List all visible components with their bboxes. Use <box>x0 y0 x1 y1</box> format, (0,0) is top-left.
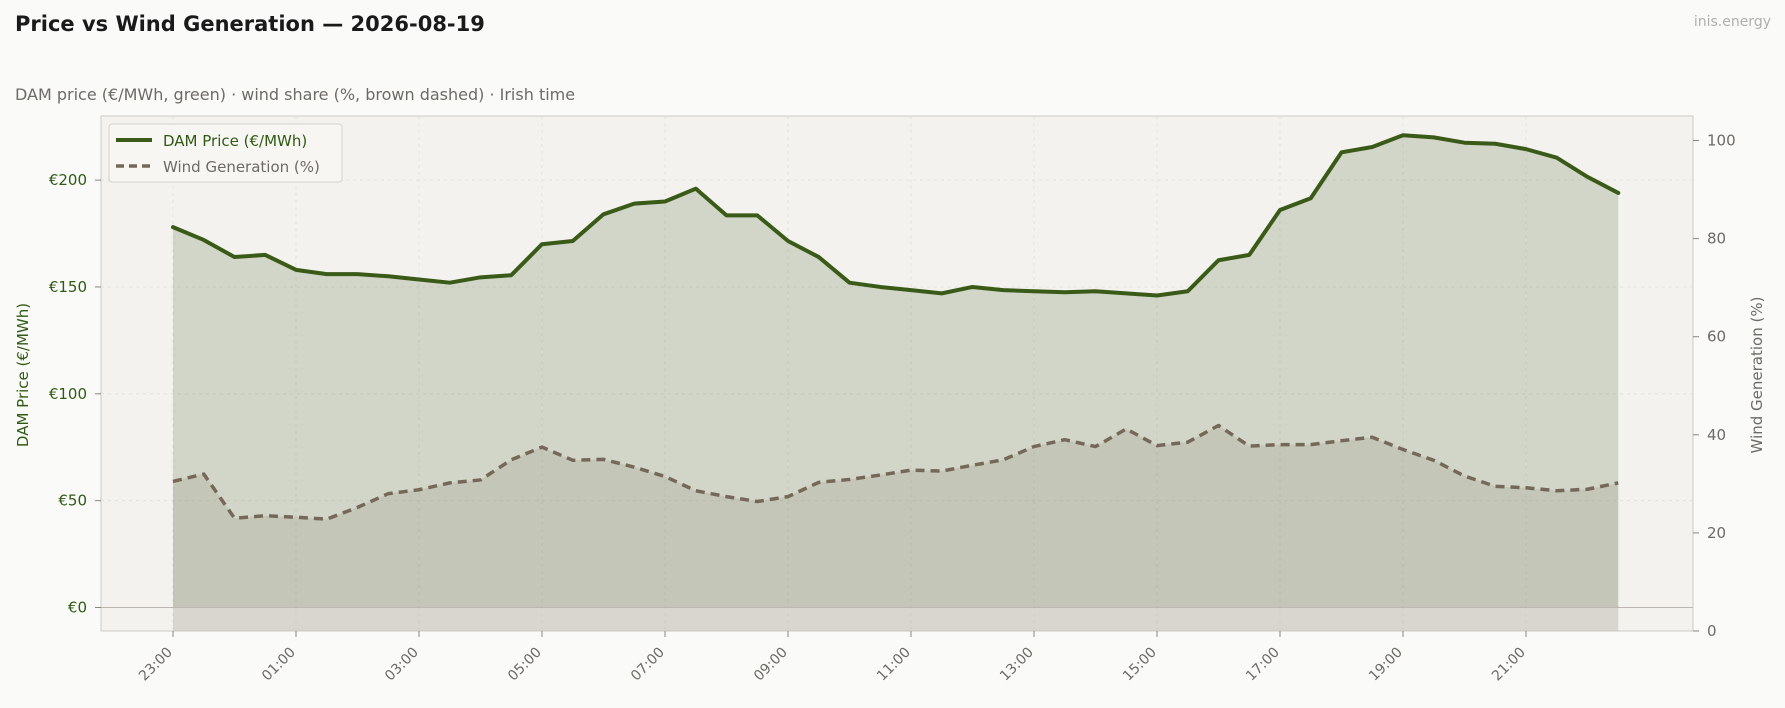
legend-wind-label: Wind Generation (%) <box>163 158 320 176</box>
y-tick-label-right: 100 <box>1707 132 1736 150</box>
y-tick-label: €100 <box>49 385 87 403</box>
x-tick-label: 15:00 <box>1120 645 1160 685</box>
y-tick-label-right: 20 <box>1707 524 1726 542</box>
y-tick-label-right: 80 <box>1707 230 1726 248</box>
y-tick-label: €150 <box>49 278 87 296</box>
y-tick-label-right: 0 <box>1707 622 1717 640</box>
x-tick-label: 11:00 <box>874 645 914 685</box>
y-tick-label-right: 40 <box>1707 426 1726 444</box>
x-tick-label: 23:00 <box>136 645 176 685</box>
price-line <box>171 133 1621 298</box>
x-tick-label: 21:00 <box>1489 645 1529 685</box>
plot-area <box>100 115 1694 632</box>
legend-price-label: DAM Price (€/MWh) <box>163 132 307 150</box>
wind-area <box>173 425 1619 631</box>
x-axis: 23:00 01:00 03:00 05:00 07:00 09:00 11:00 13:00… <box>136 631 1529 684</box>
y-axis-left: €0 €50 €100 €150 €200 <box>49 171 101 616</box>
x-tick-label: 05:00 <box>505 645 545 685</box>
x-tick-label: 07:00 <box>628 645 668 685</box>
chart-subtitle: DAM price (€/MWh, green) · wind share (%… <box>15 85 576 104</box>
x-tick-label: 01:00 <box>259 645 299 685</box>
y-tick-label: €200 <box>49 171 87 189</box>
legend-box <box>108 123 343 183</box>
y-axis-label-right: Wind Generation (%) <box>1748 297 1766 454</box>
x-tick-label: 13:00 <box>997 645 1037 685</box>
y-tick-label: €0 <box>68 598 87 616</box>
below-zero-band <box>173 607 1619 631</box>
x-tick-label: 09:00 <box>751 645 791 685</box>
chart-title: Price vs Wind Generation — 2026-08-19 <box>15 12 485 36</box>
wind-line <box>172 423 1619 521</box>
x-tick-label: 17:00 <box>1243 645 1283 685</box>
x-tick-label: 03:00 <box>382 645 422 685</box>
area-fills <box>101 135 1693 631</box>
y-axis-right: 0 20 40 60 80 100 <box>1693 132 1736 640</box>
y-axis-label-left: DAM Price (€/MWh) <box>14 303 32 447</box>
x-tick-label: 19:00 <box>1366 645 1406 685</box>
y-tick-label-right: 60 <box>1707 328 1726 346</box>
y-tick-label: €50 <box>58 492 87 510</box>
brand-label: inis.energy <box>1693 14 1771 30</box>
series-lines <box>171 133 1621 521</box>
legend: DAM Price (€/MWh) Wind Generation (%) <box>108 123 343 183</box>
